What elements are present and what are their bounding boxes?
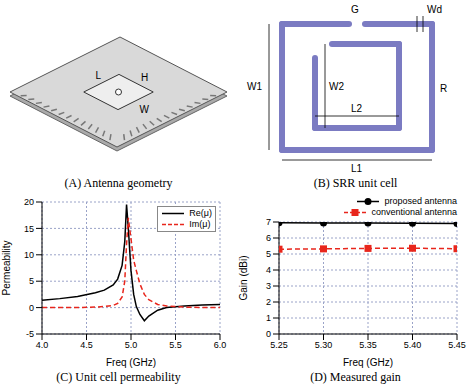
- svg-text:15: 15: [24, 224, 34, 234]
- svg-text:5.45: 5.45: [448, 340, 466, 350]
- html-text:proposed antenna: proposed antenna: [384, 196, 457, 206]
- svg-text:Permeability: Permeability: [1, 240, 12, 295]
- svg-text:5.25: 5.25: [270, 340, 288, 350]
- svg-text:5.0: 5.0: [125, 340, 138, 350]
- svg-text:L2: L2: [351, 103, 363, 114]
- html-text:Re(μ): Re(μ): [189, 208, 212, 218]
- svg-text:5: 5: [29, 276, 34, 286]
- svg-text:20: 20: [24, 197, 34, 207]
- svg-text:10: 10: [24, 250, 34, 260]
- svg-text:Gain (dBi): Gain (dBi): [238, 255, 249, 300]
- svg-text:4.5: 4.5: [80, 340, 93, 350]
- svg-text:6: 6: [266, 233, 271, 243]
- svg-text:Wd: Wd: [427, 4, 442, 15]
- svg-text:6.0: 6.0: [214, 340, 227, 350]
- svg-text:5.40: 5.40: [404, 340, 422, 350]
- svg-text:5.5: 5.5: [169, 340, 182, 350]
- html-text:(C) Unit cell permeability: (C) Unit cell permeability: [56, 370, 181, 384]
- svg-text:G: G: [351, 4, 359, 15]
- svg-text:W1: W1: [247, 81, 262, 92]
- html-text:conventional antenna: conventional antenna: [371, 207, 457, 217]
- svg-text:7: 7: [266, 217, 271, 227]
- svg-text:4.0: 4.0: [36, 340, 49, 350]
- html-text:Im(μ): Im(μ): [189, 219, 211, 229]
- svg-text:W2: W2: [329, 81, 344, 92]
- svg-text:H: H: [141, 72, 148, 83]
- svg-text:0: 0: [266, 329, 271, 339]
- svg-text:R: R: [440, 83, 447, 94]
- svg-text:L1: L1: [351, 163, 363, 174]
- svg-text:5.35: 5.35: [359, 340, 377, 350]
- svg-text:1: 1: [266, 313, 271, 323]
- svg-text:4: 4: [266, 265, 271, 275]
- svg-text:Freq (GHz): Freq (GHz): [106, 357, 156, 368]
- svg-text:0: 0: [29, 303, 34, 313]
- svg-text:5: 5: [266, 249, 271, 259]
- svg-text:5.30: 5.30: [315, 340, 333, 350]
- html-text:(A) Antenna geometry: (A) Antenna geometry: [64, 176, 173, 190]
- html-text:(B) SRR unit cell: (B) SRR unit cell: [313, 176, 398, 190]
- svg-text:W: W: [140, 104, 150, 115]
- svg-text:2: 2: [266, 297, 271, 307]
- svg-text:Freq (GHz): Freq (GHz): [343, 357, 393, 368]
- svg-text:-5: -5: [26, 329, 34, 339]
- svg-text:3: 3: [266, 281, 271, 291]
- html-text:(D) Measured gain: (D) Measured gain: [310, 370, 401, 384]
- svg-text:L: L: [95, 70, 101, 81]
